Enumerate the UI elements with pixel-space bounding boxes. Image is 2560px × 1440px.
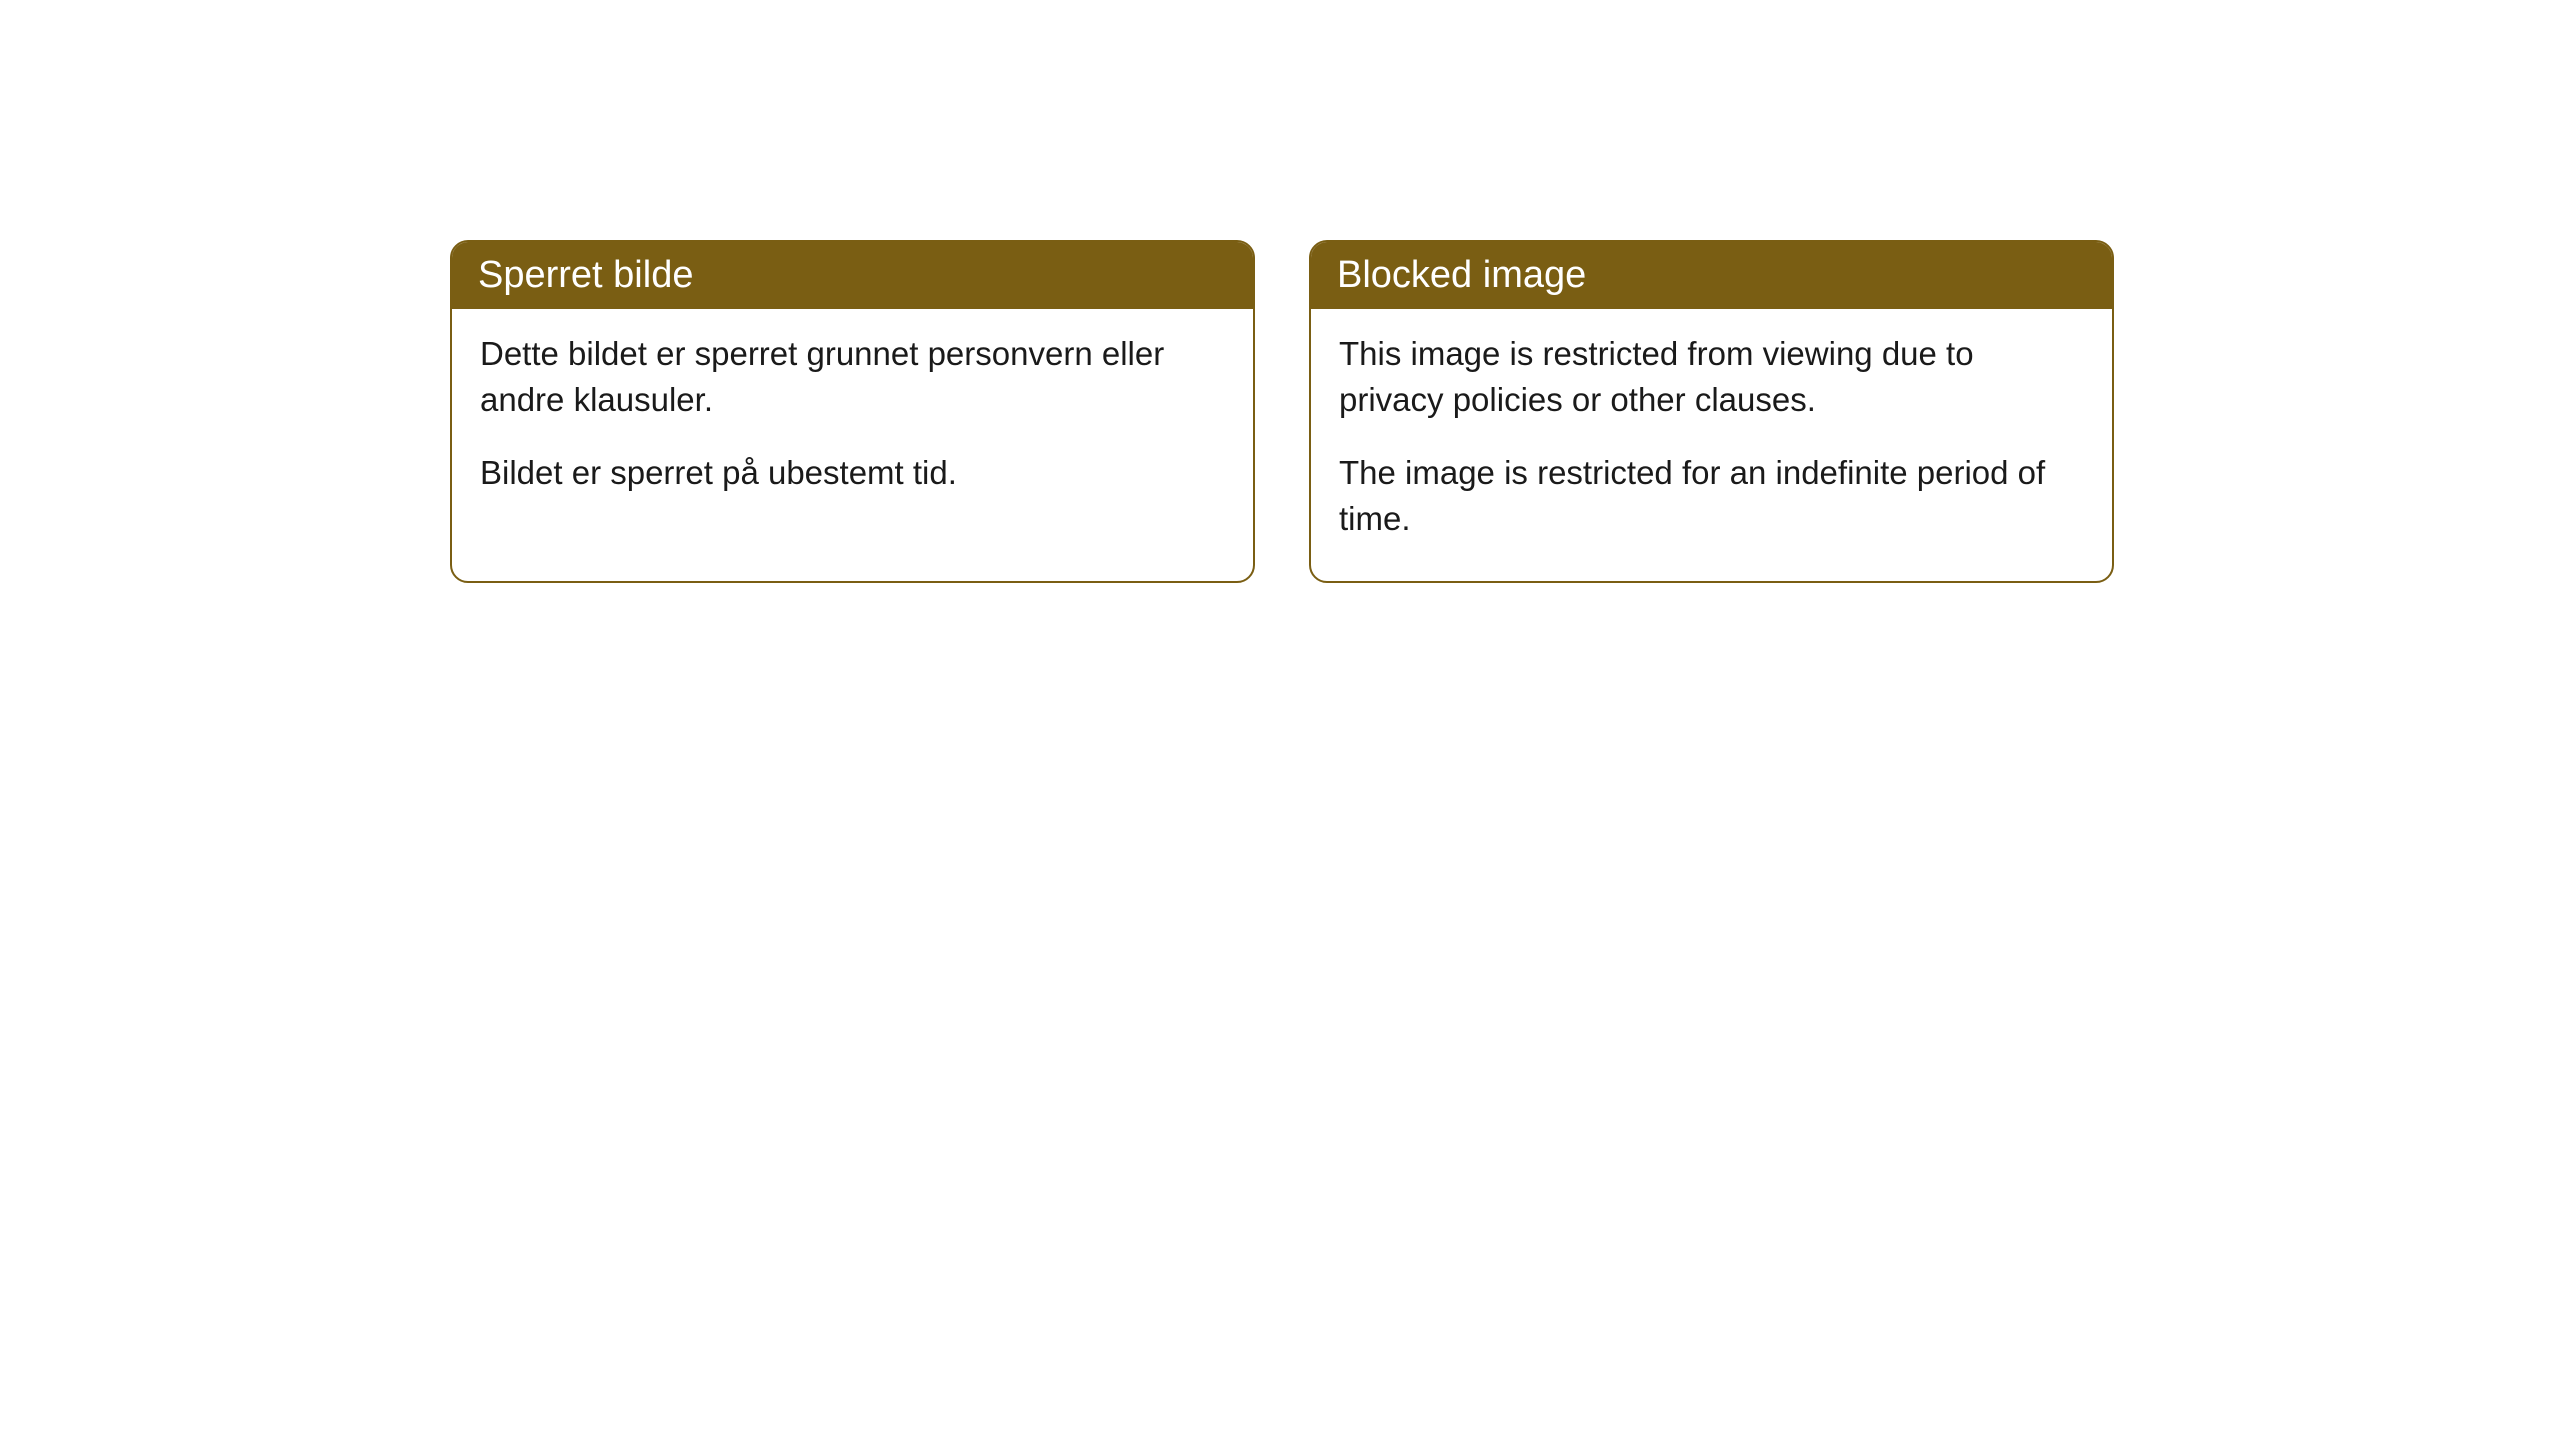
card-header: Sperret bilde (452, 242, 1253, 309)
card-paragraph: The image is restricted for an indefinit… (1339, 450, 2084, 541)
notice-cards-container: Sperret bilde Dette bildet er sperret gr… (450, 240, 2560, 583)
card-title: Blocked image (1337, 254, 1586, 296)
notice-card-english: Blocked image This image is restricted f… (1309, 240, 2114, 583)
card-header: Blocked image (1311, 242, 2112, 309)
card-paragraph: Bildet er sperret på ubestemt tid. (480, 450, 1225, 496)
notice-card-norwegian: Sperret bilde Dette bildet er sperret gr… (450, 240, 1255, 583)
card-title: Sperret bilde (478, 254, 693, 296)
card-paragraph: This image is restricted from viewing du… (1339, 331, 2084, 422)
card-paragraph: Dette bildet er sperret grunnet personve… (480, 331, 1225, 422)
card-body: This image is restricted from viewing du… (1311, 309, 2112, 581)
card-body: Dette bildet er sperret grunnet personve… (452, 309, 1253, 536)
